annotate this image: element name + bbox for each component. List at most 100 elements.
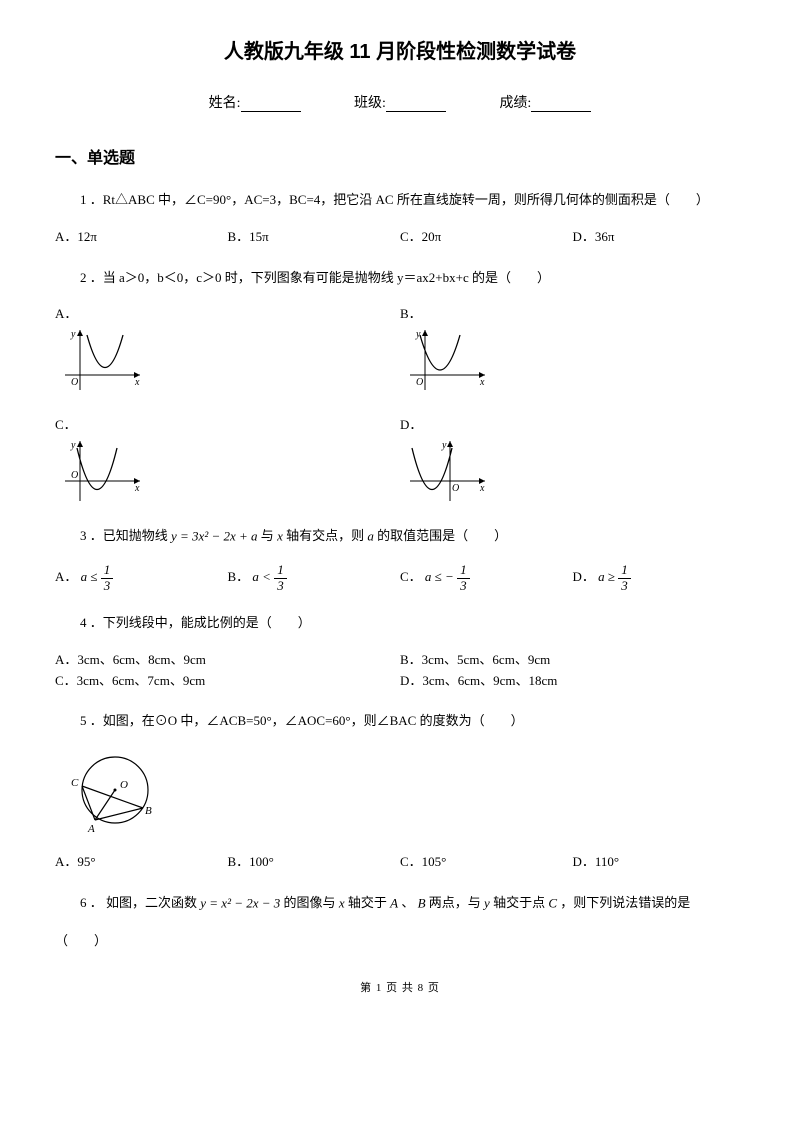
q5-option-b: B．100° [228,852,401,873]
question-2-options-row1: A． O x y B． O x y [55,304,745,395]
class-label: 班级: [354,96,386,111]
page-title: 人教版九年级 11 月阶段性检测数学试卷 [55,35,745,64]
frac-num: 1 [274,563,287,578]
q6-mid4: 两点，与 [429,895,481,910]
question-4: 4 ．下列线段中，能成比例的是（ ） [80,613,745,634]
q2-a-label: A． [55,306,77,321]
parabola-icon: O x y [400,436,490,506]
frac-num: 1 [101,563,114,578]
parabola-icon: O x y [400,325,490,395]
q3-option-b: B． a < 13 [228,563,401,593]
q5-option-d: D．110° [573,852,746,873]
q3-c-expr: a ≤ − 13 [425,569,470,584]
q3-d-expr: a ≥ 13 [598,569,631,584]
q6-mid2: 轴交于 [348,895,387,910]
q1-option-c: C．20π [400,227,573,248]
q6-mid1: 的图像与 [284,895,336,910]
section-1-header: 一、单选题 [55,144,745,168]
q2-c-label: C． [55,417,77,432]
frac-den: 3 [101,579,114,593]
q3-post2: 的取值范围是（ ） [377,528,507,543]
student-info-line: 姓名: 班级: 成绩: [55,92,745,112]
q5-option-a: A．95° [55,852,228,873]
question-5: 5 ．如图，在⊙O 中，∠ACB=50°，∠AOC=60°，则∠BAC 的度数为… [80,711,745,732]
fraction-icon: 13 [457,563,470,593]
q5-figure: O C A B [55,748,745,838]
score-blank[interactable] [531,97,591,112]
q3-c-pre: a ≤ − [425,569,454,584]
question-2: 2 ．当 a＞0，b＜0，c＞0 时，下列图象有可能是抛物线 y＝ax2+bx+… [80,268,745,289]
fraction-icon: 13 [274,563,287,593]
question-2-options-row2: C． O x y D． O x y [55,415,745,506]
q6-mid5: 轴交于点 [493,895,545,910]
frac-den: 3 [618,579,631,593]
svg-text:x: x [479,377,485,388]
question-3: 3 ．已知抛物线 y = 3x² − 2x + a 与 x 轴有交点，则 a 的… [80,526,745,547]
q6-formula: y = x² − 2x − 3 [200,896,280,911]
q6-mid3: 、 [401,895,414,910]
q1-option-a: A．12π [55,227,228,248]
page-footer: 第 1 页 共 8 页 [55,979,745,995]
q3-d-label: D． [573,569,595,584]
svg-text:C: C [71,777,79,789]
q3-d-pre: a ≥ [598,569,615,584]
fraction-icon: 13 [618,563,631,593]
q2-option-d: D． O x y [400,415,745,506]
q3-option-c: C． a ≤ − 13 [400,563,573,593]
svg-text:O: O [452,483,459,494]
frac-den: 3 [457,579,470,593]
q2-option-b: B． O x y [400,304,745,395]
svg-text:B: B [145,805,152,817]
parabola-icon: O x y [55,325,145,395]
frac-den: 3 [274,579,287,593]
svg-text:y: y [70,440,76,451]
svg-text:y: y [415,329,421,340]
svg-text:x: x [134,483,140,494]
q6-A: A [390,896,398,911]
q3-pre: 3 ．已知抛物线 [80,528,168,543]
svg-text:O: O [71,377,78,388]
question-1-options: A．12π B．15π C．20π D．36π [55,227,745,248]
circle-diagram-icon: O C A B [55,748,165,838]
fraction-icon: 13 [101,563,114,593]
q3-a: a [367,529,374,544]
q2-option-c: C． O x y [55,415,400,506]
name-blank[interactable] [241,97,301,112]
q2-d-label: D． [400,417,422,432]
question-3-options: A． a ≤ 13 B． a < 13 C． a ≤ − 13 D． a ≥ [55,563,745,593]
q3-b-pre: a < [252,569,271,584]
q3-a-label: A． [55,569,77,584]
q4-option-d: D．3cm、6cm、9cm、18cm [400,671,745,692]
q3-option-d: D． a ≥ 13 [573,563,746,593]
q6-y: y [484,896,490,911]
question-1: 1 ．Rt△ABC 中，∠C=90°，AC=3，BC=4，把它沿 AC 所在直线… [80,190,745,211]
svg-text:O: O [416,377,423,388]
question-5-options: A．95° B．100° C．105° D．110° [55,852,745,873]
svg-text:O: O [71,470,78,481]
name-label: 姓名: [209,96,241,111]
q3-a-pre: a ≤ [81,569,98,584]
footer-mid: 页 共 [382,982,417,994]
svg-text:y: y [70,329,76,340]
svg-text:x: x [479,483,485,494]
q6-x: x [339,896,345,911]
parabola-icon: O x y [55,436,145,506]
q6-C: C [548,896,557,911]
q3-mid: 与 [261,528,274,543]
q3-b-expr: a < 13 [252,569,286,584]
footer-pre: 第 [360,982,376,994]
q6-post: ，则下列说法错误的是 [560,895,690,910]
class-blank[interactable] [386,97,446,112]
frac-num: 1 [457,563,470,578]
q4-option-c: C．3cm、6cm、7cm、9cm [55,671,400,692]
q3-formula: y = 3x² − 2x + a [171,529,258,544]
q3-option-a: A． a ≤ 13 [55,563,228,593]
svg-text:y: y [441,440,447,451]
question-4-options: A．3cm、6cm、8cm、9cm B．3cm、5cm、6cm、9cm C．3c… [55,650,745,692]
q2-option-a: A． O x y [55,304,400,395]
question-6: 6 ． 如图，二次函数 y = x² − 2x − 3 的图像与 x 轴交于 A… [80,893,745,914]
q1-option-d: D．36π [573,227,746,248]
q6-B: B [418,896,426,911]
svg-text:x: x [134,377,140,388]
q6-pre: 6 ． 如图，二次函数 [80,895,197,910]
